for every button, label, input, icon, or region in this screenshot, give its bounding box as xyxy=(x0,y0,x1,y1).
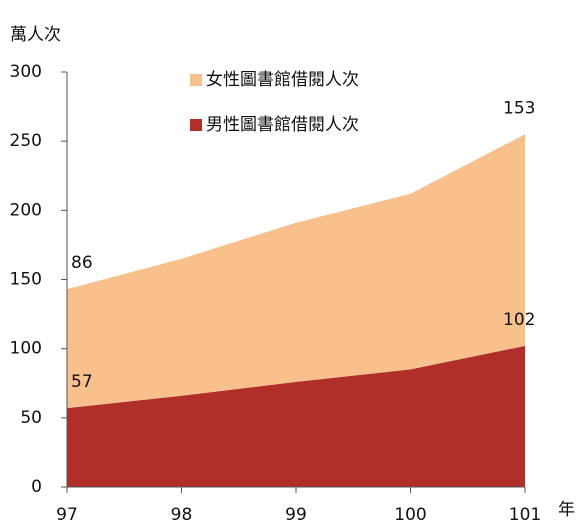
data-label: 102 xyxy=(503,310,535,330)
y-tick-label: 200 xyxy=(10,200,42,220)
legend-swatch xyxy=(190,74,202,86)
legend-swatch xyxy=(190,119,202,131)
y-tick-label: 300 xyxy=(10,62,42,82)
x-tick-label: 101 xyxy=(509,505,541,525)
area xyxy=(67,345,525,487)
y-tick-label: 250 xyxy=(10,131,42,151)
data-label: 86 xyxy=(71,253,93,273)
data-label: 153 xyxy=(503,98,535,118)
areas xyxy=(67,134,525,487)
y-tick-label: 0 xyxy=(31,477,42,497)
y-tick-label: 100 xyxy=(10,339,42,359)
x-tick-label: 97 xyxy=(56,505,78,525)
area xyxy=(67,134,525,409)
x-axis-label: 年 xyxy=(558,500,575,520)
x-tick-label: 99 xyxy=(285,505,307,525)
x-tick-label: 98 xyxy=(171,505,193,525)
x-tick-label: 100 xyxy=(394,505,426,525)
legend-label: 男性圖書館借閱人次 xyxy=(206,115,359,135)
legend-label: 女性圖書館借閱人次 xyxy=(206,70,359,90)
y-tick-label: 150 xyxy=(10,270,42,290)
data-label: 57 xyxy=(71,372,93,392)
y-tick-label: 50 xyxy=(20,408,42,428)
y-axis-label: 萬人次 xyxy=(10,25,61,45)
